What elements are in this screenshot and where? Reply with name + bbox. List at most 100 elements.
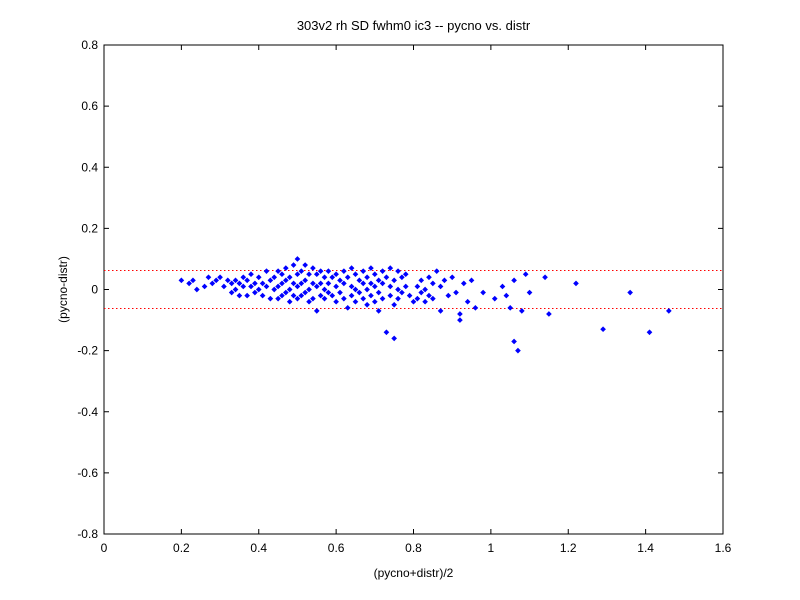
x-tick-label: 0.6 [328,541,345,555]
data-point [371,271,378,278]
data-point [294,256,301,262]
data-point [491,295,498,302]
data-point [290,292,297,299]
y-tick-label: 0.8 [81,38,98,52]
data-point [375,289,382,296]
data-point [244,277,250,284]
data-point [441,277,448,284]
data-point [313,271,320,278]
data-point [263,283,270,290]
x-tick-label: 0.4 [250,541,267,555]
data-point [209,280,216,287]
data-point [271,274,278,281]
data-point [344,274,351,281]
data-point [317,268,324,274]
data-point [600,326,606,333]
data-point [252,280,258,287]
data-point [391,301,397,308]
data-point [422,286,428,293]
data-point [449,274,456,281]
data-point [224,277,231,284]
data-point [387,265,394,271]
y-tick-label: 0.6 [81,99,98,113]
data-point [387,292,394,299]
x-tick-label: 1 [488,541,495,555]
data-point [460,280,467,287]
data-point [279,292,285,299]
data-point [379,268,386,274]
data-point [511,277,517,284]
data-point [321,274,328,281]
data-point [228,280,235,287]
data-point [313,308,320,314]
data-point [317,292,324,299]
data-point [213,277,220,284]
x-tick-label: 1.4 [637,541,654,555]
data-point [333,283,339,290]
data-point [360,280,367,287]
data-point [279,271,285,278]
data-point [240,283,247,290]
data-point [333,298,339,305]
data-point [341,280,347,287]
data-point [259,280,266,287]
data-point [383,274,390,281]
y-tick-label: -0.4 [77,405,98,419]
data-point [666,308,672,314]
data-point [371,298,378,305]
data-point [368,265,374,271]
data-point [306,286,312,293]
data-point [190,277,196,284]
data-point [437,283,444,290]
y-axis-ticks: 0.8 0.6 0.4 0.2 0 -0.2 -0.4 -0.6 -0.8 [77,38,723,541]
data-point [306,298,312,305]
data-point [298,268,305,274]
data-point [522,271,529,278]
data-point [352,286,359,293]
data-point [286,286,293,293]
data-point [321,295,328,302]
data-points [178,256,672,354]
data-point [368,280,374,287]
data-point [275,268,281,274]
data-point [360,268,367,274]
data-point [263,268,270,274]
data-point [344,305,351,311]
data-point [236,280,243,287]
data-point [418,289,425,296]
data-point [627,289,633,296]
reference-lines [104,270,723,309]
data-point [221,283,227,290]
data-point [317,280,324,287]
data-point [503,292,510,299]
data-point [395,295,401,302]
data-point [329,292,336,299]
data-point [402,283,409,290]
data-point [201,283,208,290]
data-point [515,347,521,354]
data-point [445,292,452,299]
data-point [286,298,293,305]
x-tick-label: 0 [101,541,108,555]
data-point [468,277,475,284]
plot-area [103,44,724,535]
data-point [375,308,382,314]
data-point [310,280,316,287]
data-point [348,265,355,271]
data-point [310,265,316,271]
data-point [205,274,212,281]
data-point [457,311,463,317]
data-point [453,289,459,296]
data-point [402,271,409,278]
data-point [391,277,397,284]
data-point [352,298,359,305]
y-axis-label: (pycno-distr) [56,256,70,323]
data-point [371,283,378,290]
data-point [472,305,479,311]
x-axis-ticks: 0 0.2 0.4 0.6 0.8 1 1.2 1.4 1.6 [101,45,732,555]
data-point [325,280,332,287]
data-point [232,286,239,293]
data-point [294,283,301,290]
data-point [313,283,320,290]
